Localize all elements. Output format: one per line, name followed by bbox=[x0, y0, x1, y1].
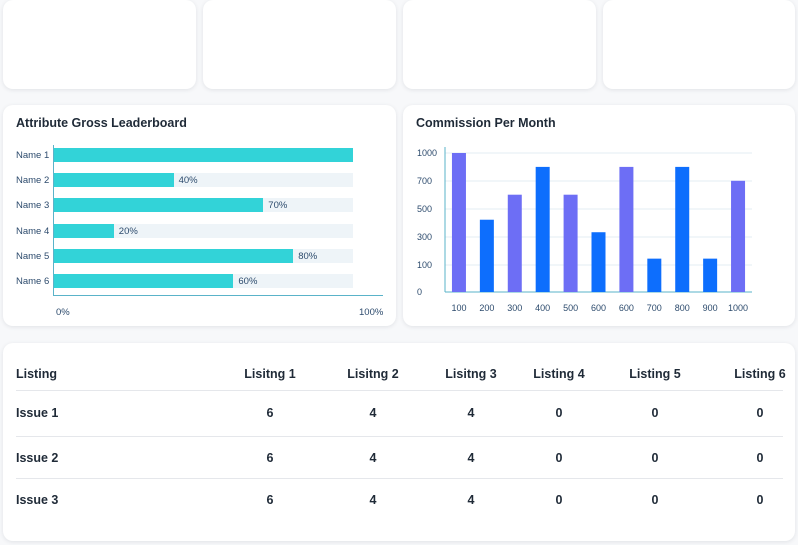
commission-x-tick: 400 bbox=[535, 303, 550, 313]
table-cell: 0 bbox=[651, 406, 659, 420]
commission-y-tick: 1000 bbox=[417, 148, 437, 158]
commission-bar bbox=[731, 180, 746, 292]
stat-card-3 bbox=[403, 0, 596, 89]
commission-bar bbox=[535, 166, 550, 292]
leaderboard-x-axis bbox=[53, 295, 383, 296]
commission-bar bbox=[479, 219, 494, 292]
leaderboard-bar-track bbox=[54, 223, 353, 238]
table-cell: 4 bbox=[369, 451, 377, 465]
table-row-label: Issue 2 bbox=[16, 451, 59, 465]
commission-bar bbox=[619, 166, 634, 292]
commission-x-tick: 300 bbox=[507, 303, 522, 313]
table-cell: 0 bbox=[651, 493, 659, 507]
leaderboard-card: Attribute Gross Leaderboard Name 1 Name 2… bbox=[3, 105, 396, 326]
listing-table: Listing Lisitng 1 Lisitng 2 Lisitng 3 Listin… bbox=[3, 343, 795, 541]
commission-x-tick: 100 bbox=[451, 303, 466, 313]
commission-x-tick: 800 bbox=[675, 303, 690, 313]
commission-card: Commission Per Month 1000 700 500 300 100 0 10… bbox=[403, 105, 795, 326]
leaderboard-row-label: Name 4 bbox=[16, 225, 50, 237]
leaderboard-bar-value: 80% bbox=[298, 250, 318, 262]
table-header-col-2: Lisitng 2 bbox=[347, 367, 399, 381]
leaderboard-axis-end: 100% bbox=[359, 307, 384, 318]
table-header-col-6: Listing 6 bbox=[734, 367, 786, 381]
commission-x-tick: 500 bbox=[563, 303, 578, 313]
table-row-label: Issue 1 bbox=[16, 406, 59, 420]
table-cell: 0 bbox=[555, 406, 563, 420]
table-row-label: Issue 3 bbox=[16, 493, 59, 507]
table-cell: 4 bbox=[369, 406, 377, 420]
table-cell: 0 bbox=[555, 493, 563, 507]
leaderboard-bar-track bbox=[54, 274, 353, 288]
leaderboard-bar-track bbox=[54, 248, 353, 263]
leaderboard-row-label: Name 6 bbox=[16, 276, 50, 287]
commission-x-tick: 200 bbox=[479, 303, 494, 313]
table-cell: 4 bbox=[369, 493, 377, 507]
leaderboard-row-label: Name 2 bbox=[16, 175, 50, 187]
table-cell: 4 bbox=[467, 493, 475, 507]
leaderboard-chart: Name 1 Name 2 40% Name 3 70% Name 4 20% Name 5 8… bbox=[3, 105, 396, 326]
commission-bar bbox=[647, 258, 662, 292]
commission-bar bbox=[675, 166, 690, 292]
commission-y-tick: 500 bbox=[417, 204, 432, 214]
leaderboard-bar bbox=[54, 248, 294, 263]
table-header-col-4: Listing 4 bbox=[533, 367, 585, 381]
leaderboard-bar-value: 40% bbox=[178, 175, 198, 187]
leaderboard-bar-track bbox=[54, 173, 353, 188]
leaderboard-bar bbox=[54, 148, 353, 162]
leaderboard-bar bbox=[54, 274, 234, 288]
table-cell: 0 bbox=[756, 451, 764, 465]
table-header-col-3: Lisitng 3 bbox=[445, 367, 497, 381]
table-cell: 0 bbox=[756, 406, 764, 420]
leaderboard-bar-track bbox=[54, 148, 353, 162]
commission-y-tick: 700 bbox=[417, 176, 432, 186]
stat-card-2 bbox=[203, 0, 396, 89]
commission-y-tick: 300 bbox=[417, 232, 432, 242]
table-cell: 6 bbox=[266, 493, 274, 507]
commission-bar bbox=[703, 258, 718, 292]
leaderboard-bar bbox=[54, 173, 174, 188]
table-cell: 6 bbox=[266, 451, 274, 465]
table-cell: 0 bbox=[651, 451, 659, 465]
commission-bar bbox=[507, 194, 522, 292]
leaderboard-bar-track bbox=[54, 198, 353, 213]
table-row-divider bbox=[16, 390, 783, 391]
leaderboard-bar bbox=[54, 198, 264, 213]
table-cell: 0 bbox=[756, 493, 764, 507]
commission-bar bbox=[591, 232, 606, 292]
leaderboard-row-label: Name 5 bbox=[16, 250, 50, 262]
stat-card-1 bbox=[3, 0, 196, 89]
commission-title: Commission Per Month bbox=[416, 116, 556, 130]
table-header-col-5: Listing 5 bbox=[629, 367, 681, 381]
table-header-col-1: Lisitng 1 bbox=[244, 367, 296, 381]
leaderboard-row-label: Name 1 bbox=[16, 150, 50, 161]
leaderboard-y-axis bbox=[53, 145, 54, 296]
table-row-divider bbox=[16, 436, 783, 437]
table-row-divider bbox=[16, 478, 783, 479]
commission-bar bbox=[563, 194, 578, 292]
leaderboard-bar bbox=[54, 223, 114, 238]
leaderboard-bar-value: 70% bbox=[268, 200, 288, 212]
commission-x-tick: 600 bbox=[591, 303, 606, 313]
leaderboard-axis-start: 0% bbox=[56, 307, 70, 318]
table-cell: 4 bbox=[467, 406, 475, 420]
table-cell: 0 bbox=[555, 451, 563, 465]
commission-x-tick: 900 bbox=[703, 303, 718, 313]
commission-y-tick: 100 bbox=[417, 260, 432, 270]
table-cell: 4 bbox=[467, 451, 475, 465]
commission-y-tick: 0 bbox=[417, 287, 422, 297]
table-cell: 6 bbox=[266, 406, 274, 420]
commission-x-tick: 600 bbox=[619, 303, 634, 313]
leaderboard-row-label: Name 3 bbox=[16, 200, 50, 212]
commission-bar bbox=[451, 153, 466, 292]
leaderboard-bar-value: 20% bbox=[118, 225, 138, 237]
stat-card-4 bbox=[603, 0, 795, 89]
table-header-listing: Listing bbox=[16, 367, 57, 381]
leaderboard-bar-value: 60% bbox=[238, 276, 258, 287]
commission-x-tick: 700 bbox=[647, 303, 662, 313]
commission-x-tick: 1000 bbox=[728, 303, 748, 313]
leaderboard-title: Attribute Gross Leaderboard bbox=[16, 116, 187, 130]
